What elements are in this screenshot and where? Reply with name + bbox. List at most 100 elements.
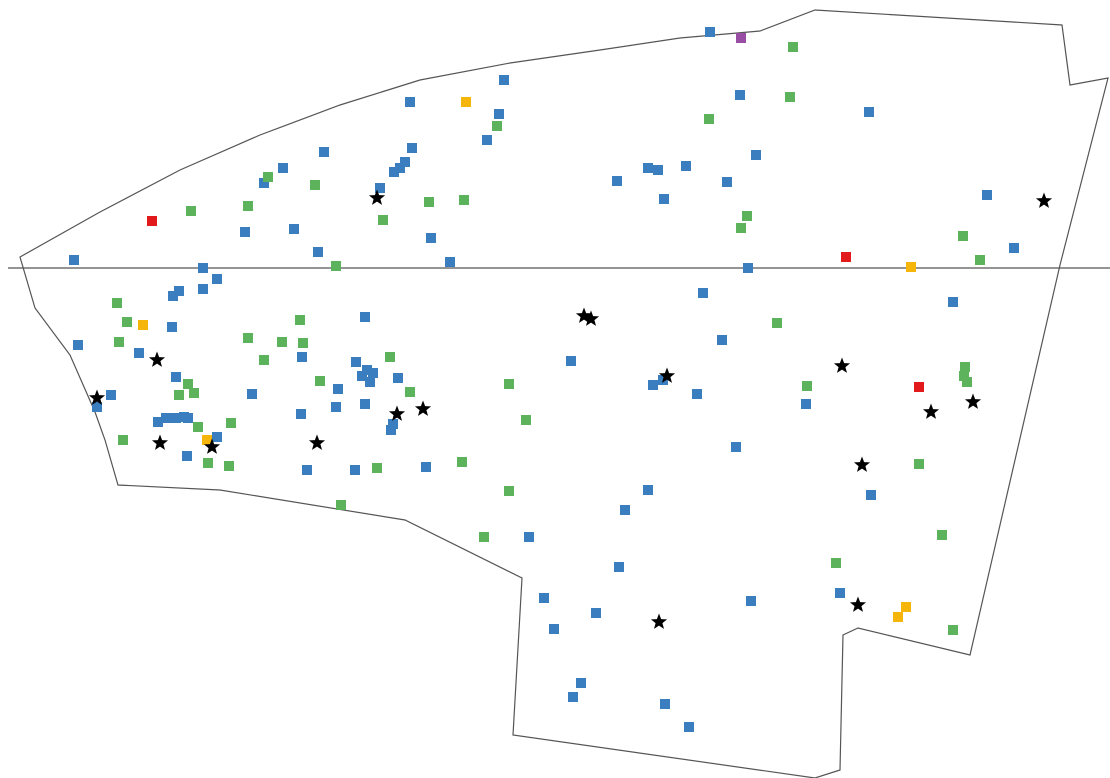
green-square-marker: [479, 532, 489, 542]
blue-square-marker: [731, 442, 741, 452]
green-square-marker: [243, 201, 253, 211]
blue-square-marker: [357, 371, 367, 381]
blue-square-marker: [643, 485, 653, 495]
blue-square-marker: [395, 163, 405, 173]
green-square-marker: [962, 377, 972, 387]
green-square-marker: [424, 197, 434, 207]
blue-square-marker: [393, 373, 403, 383]
green-square-marker: [112, 298, 122, 308]
blue-square-marker: [591, 608, 601, 618]
green-square-marker: [504, 486, 514, 496]
green-square-marker: [224, 461, 234, 471]
star-marker: [1035, 192, 1053, 208]
blue-square-marker: [171, 413, 181, 423]
blue-square-marker: [735, 90, 745, 100]
blue-square-marker: [161, 413, 171, 423]
blue-square-marker: [302, 465, 312, 475]
green-square-marker: [243, 333, 253, 343]
green-square-marker: [975, 255, 985, 265]
blue-square-marker: [198, 263, 208, 273]
blue-square-marker: [153, 417, 163, 427]
star-marker: [833, 357, 851, 373]
blue-square-marker: [982, 190, 992, 200]
blue-square-marker: [106, 390, 116, 400]
orange-square-marker: [202, 435, 212, 445]
green-square-marker: [226, 418, 236, 428]
red-square-marker: [147, 216, 157, 226]
blue-square-marker: [659, 194, 669, 204]
blue-square-marker: [549, 624, 559, 634]
red-square-marker: [914, 382, 924, 392]
green-square-marker: [948, 625, 958, 635]
orange-square-marker: [901, 602, 911, 612]
blue-square-marker: [684, 722, 694, 732]
blue-square-marker: [212, 432, 222, 442]
blue-square-marker: [698, 288, 708, 298]
star-marker: [151, 434, 169, 450]
blue-square-marker: [375, 183, 385, 193]
star-marker: [849, 596, 867, 612]
star-marker: [88, 389, 106, 405]
blue-square-marker: [539, 593, 549, 603]
green-square-marker: [174, 390, 184, 400]
green-square-marker: [914, 459, 924, 469]
blue-square-marker: [134, 348, 144, 358]
orange-square-marker: [461, 97, 471, 107]
green-square-marker: [788, 42, 798, 52]
blue-square-marker: [360, 312, 370, 322]
orange-square-marker: [906, 262, 916, 272]
blue-square-marker: [278, 163, 288, 173]
blue-square-marker: [212, 274, 222, 284]
blue-square-marker: [1009, 243, 1019, 253]
green-square-marker: [959, 371, 969, 381]
star-marker: [368, 189, 386, 205]
green-square-marker: [385, 352, 395, 362]
blue-square-marker: [333, 384, 343, 394]
star-marker: [853, 456, 871, 472]
green-square-marker: [203, 458, 213, 468]
blue-square-marker: [168, 291, 178, 301]
orange-square-marker: [893, 612, 903, 622]
green-square-marker: [736, 223, 746, 233]
green-square-marker: [122, 317, 132, 327]
star-marker: [414, 400, 432, 416]
orange-square-marker: [138, 320, 148, 330]
marker-layer: [69, 27, 1053, 732]
green-square-marker: [118, 435, 128, 445]
green-square-marker: [186, 206, 196, 216]
blue-square-marker: [524, 532, 534, 542]
blue-square-marker: [259, 178, 269, 188]
blue-square-marker: [499, 75, 509, 85]
blue-square-marker: [73, 340, 83, 350]
blue-square-marker: [801, 399, 811, 409]
blue-square-marker: [368, 368, 378, 378]
blue-square-marker: [69, 255, 79, 265]
purple-square-marker: [736, 33, 746, 43]
green-square-marker: [742, 211, 752, 221]
blue-square-marker: [643, 163, 653, 173]
blue-square-marker: [388, 419, 398, 429]
blue-square-marker: [350, 465, 360, 475]
green-square-marker: [331, 261, 341, 271]
blue-square-marker: [198, 284, 208, 294]
blue-square-marker: [386, 425, 396, 435]
blue-square-marker: [948, 297, 958, 307]
green-square-marker: [259, 355, 269, 365]
blue-square-marker: [313, 247, 323, 257]
green-square-marker: [277, 337, 287, 347]
blue-square-marker: [360, 399, 370, 409]
blue-square-marker: [445, 257, 455, 267]
blue-square-marker: [174, 286, 184, 296]
green-square-marker: [457, 457, 467, 467]
blue-square-marker: [568, 692, 578, 702]
green-square-marker: [459, 195, 469, 205]
blue-square-marker: [660, 699, 670, 709]
blue-square-marker: [717, 335, 727, 345]
star-marker: [203, 438, 221, 454]
green-square-marker: [378, 215, 388, 225]
star-marker: [308, 434, 326, 450]
star-marker: [148, 351, 166, 367]
blue-square-marker: [171, 372, 181, 382]
